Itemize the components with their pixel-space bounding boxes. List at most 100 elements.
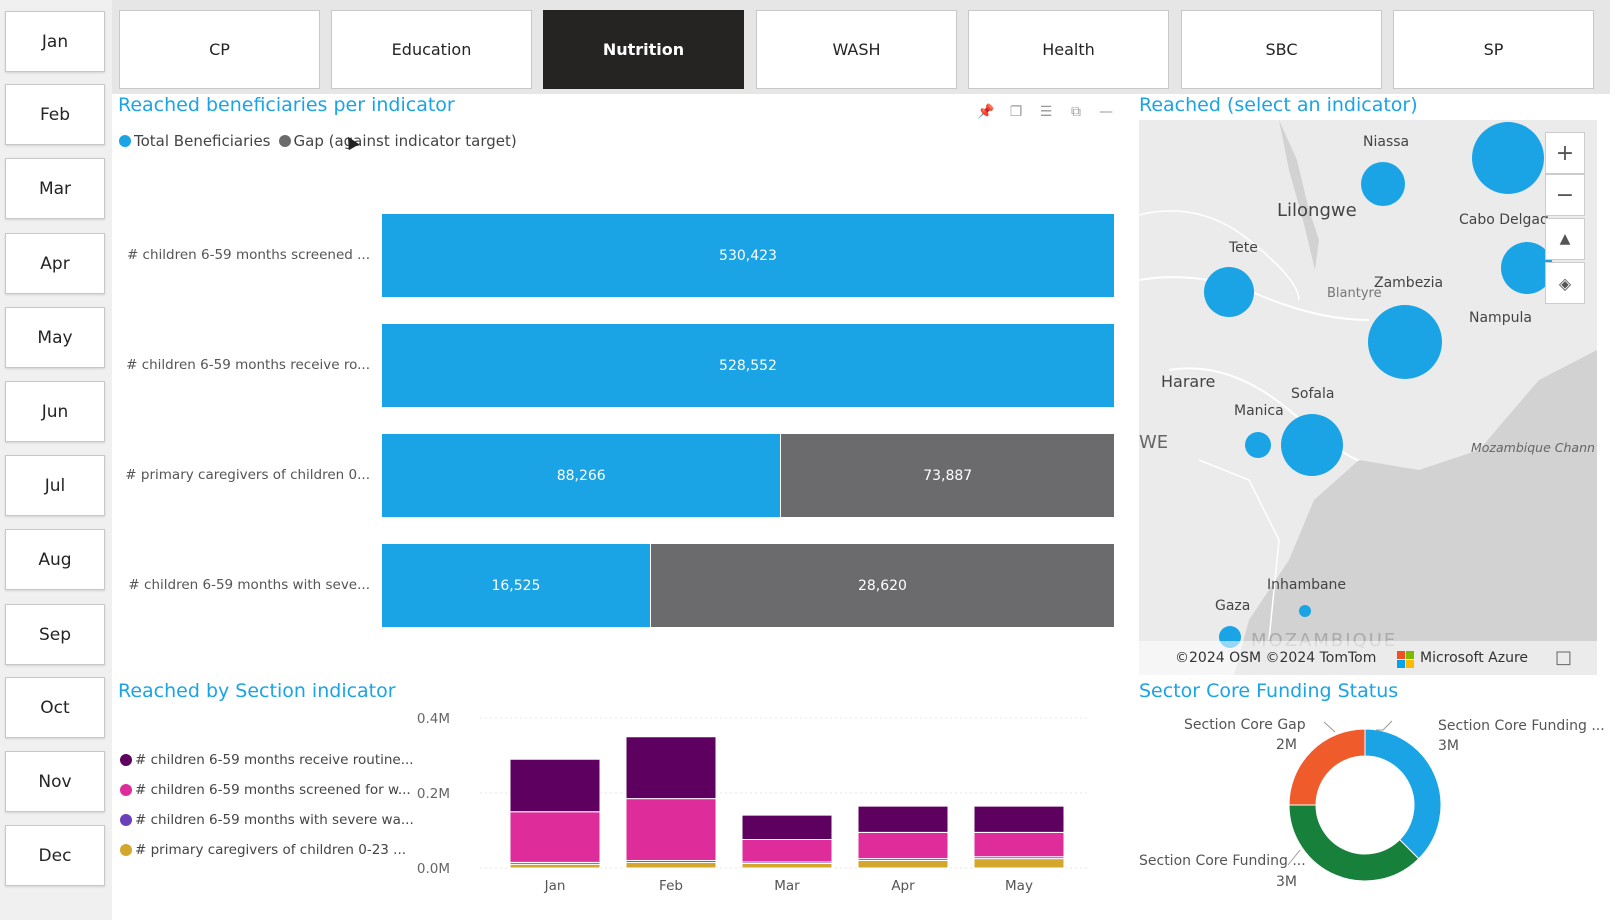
column-segment[interactable]	[857, 831, 949, 860]
filter-icon[interactable]: ☰	[1039, 104, 1053, 120]
map-label-niassa: Niassa	[1363, 134, 1410, 150]
column-segment[interactable]	[973, 805, 1065, 833]
legend-dot	[120, 814, 132, 826]
legend-dot	[120, 784, 132, 796]
map-label-nampula: Nampula	[1469, 310, 1532, 326]
map-title: Reached (select an indicator)	[1139, 94, 1418, 116]
donut-slice[interactable]	[1288, 728, 1366, 806]
tab-sp[interactable]: SP	[1393, 10, 1594, 89]
copy-icon[interactable]: ❐	[1009, 104, 1023, 120]
bar-segment-gap[interactable]: 28,620	[649, 544, 1114, 627]
map-visual[interactable]: Niassa Lilongwe Cabo Delgad Tete Zambezi…	[1139, 120, 1597, 675]
column-segment[interactable]	[973, 831, 1065, 858]
legend-dot-gap	[278, 135, 291, 147]
legend-label-total[interactable]: Total Beneficiaries	[134, 132, 271, 150]
tab-wash[interactable]: WASH	[756, 10, 957, 89]
donut-label-funding-2: Section Core Funding ...	[1139, 853, 1306, 869]
column-segment[interactable]	[509, 758, 601, 813]
column-segment[interactable]	[625, 861, 717, 869]
bar-segment-total[interactable]: 528,552	[382, 324, 1114, 407]
column-segment[interactable]	[857, 805, 949, 833]
map-label-sofala: Sofala	[1291, 386, 1335, 402]
bar-segment-total[interactable]: 530,423	[382, 214, 1114, 297]
map-label-tete: Tete	[1229, 240, 1258, 256]
month-button-oct[interactable]: Oct	[5, 677, 105, 738]
tab-nutrition[interactable]: Nutrition	[543, 10, 744, 89]
map-brand: Microsoft Azure	[1420, 650, 1529, 666]
compass-icon[interactable]: ◈	[1545, 262, 1585, 304]
legend-label: # primary caregivers of children 0-23 ..…	[135, 842, 407, 858]
month-button-feb[interactable]: Feb	[5, 84, 105, 145]
bar-segment-gap[interactable]: 73,887	[780, 434, 1114, 517]
x-tick-label: Apr	[891, 878, 915, 894]
x-tick-label: Jan	[544, 878, 566, 894]
indicator-chart-title: Reached beneficiaries per indicator	[118, 94, 455, 116]
map-bubble-tete[interactable]	[1204, 267, 1254, 317]
column-segment[interactable]	[509, 863, 601, 869]
month-button-apr[interactable]: Apr	[5, 233, 105, 294]
tab-health[interactable]: Health	[968, 10, 1169, 89]
month-button-jul[interactable]: Jul	[5, 455, 105, 516]
funding-donut-chart	[1288, 728, 1442, 882]
pin-icon[interactable]: 📌	[977, 104, 995, 120]
tab-cp[interactable]: CP	[119, 10, 320, 89]
column-segment[interactable]	[973, 858, 1065, 869]
funding-title: Sector Core Funding Status	[1139, 680, 1399, 702]
month-button-aug[interactable]: Aug	[5, 529, 105, 590]
month-button-jan[interactable]: Jan	[5, 11, 105, 72]
zoom-in-icon[interactable]: +	[1545, 132, 1585, 174]
map-bubble-cabo-delgado[interactable]	[1472, 122, 1544, 194]
map-label-harare: Harare	[1161, 372, 1216, 391]
legend-label: # children 6-59 months screened for w...	[135, 782, 411, 798]
tab-sbc[interactable]: SBC	[1181, 10, 1382, 89]
y-tick-label: 0.0M	[417, 861, 450, 877]
column-segment[interactable]	[625, 798, 717, 861]
column-segment[interactable]	[857, 860, 949, 869]
zoom-out-icon[interactable]: −	[1545, 174, 1585, 216]
donut-slice[interactable]	[1364, 728, 1442, 860]
month-button-sep[interactable]: Sep	[5, 604, 105, 665]
column-segment[interactable]	[741, 814, 833, 840]
indicator-category-label: # children 6-59 months with seve...	[128, 577, 370, 593]
month-button-may[interactable]: May	[5, 307, 105, 368]
map-bubble-sofala[interactable]	[1281, 414, 1343, 476]
legend-dot-total	[119, 135, 131, 147]
donut-value-gap: 2M	[1276, 737, 1297, 753]
section-stacked-chart: 0.4M 0.2M 0.0M Jan Feb Mar Apr May	[417, 711, 1090, 894]
legend-label-gap[interactable]: Gap (against indicator target)	[293, 132, 517, 150]
section-legend-item[interactable]: # primary caregivers of children 0-23 ..…	[120, 842, 406, 858]
map-attribution-bar	[1139, 641, 1597, 675]
month-button-dec[interactable]: Dec	[5, 825, 105, 886]
tilt-icon[interactable]: ▲	[1545, 218, 1585, 260]
map-bubble-nampula[interactable]	[1501, 242, 1553, 294]
tab-education[interactable]: Education	[331, 10, 532, 89]
map-basemap	[1139, 120, 1597, 675]
focus-mode-icon[interactable]: ⧉	[1071, 104, 1081, 120]
feedback-icon[interactable]: □	[1555, 647, 1573, 668]
donut-label-gap: Section Core Gap	[1184, 717, 1306, 733]
month-button-nov[interactable]: Nov	[5, 751, 105, 812]
x-tick-label: Feb	[659, 878, 683, 894]
section-chart-title: Reached by Section indicator	[118, 680, 396, 702]
month-button-mar[interactable]: Mar	[5, 158, 105, 219]
map-bubble-inhambane[interactable]	[1299, 605, 1311, 617]
column-segment[interactable]	[625, 736, 717, 800]
map-bubble-zambezia[interactable]	[1368, 305, 1442, 379]
map-bubble-niassa[interactable]	[1361, 162, 1405, 206]
legend-dot	[120, 754, 132, 766]
section-legend-item[interactable]: # children 6-59 months receive routine..…	[120, 752, 414, 768]
map-label-manica: Manica	[1234, 403, 1284, 419]
column-segment[interactable]	[741, 839, 833, 863]
month-button-jun[interactable]: Jun	[5, 381, 105, 442]
column-segment[interactable]	[741, 863, 833, 869]
indicator-category-label: # primary caregivers of children 0...	[125, 467, 370, 483]
more-options-icon[interactable]: —	[1099, 104, 1113, 120]
donut-slice[interactable]	[1288, 804, 1420, 882]
column-segment[interactable]	[509, 811, 601, 863]
section-legend-item[interactable]: # children 6-59 months with severe wa...	[120, 812, 414, 828]
section-legend-item[interactable]: # children 6-59 months screened for w...	[120, 782, 411, 798]
map-bubble-manica[interactable]	[1245, 432, 1271, 458]
bar-segment-total[interactable]: 88,266	[382, 434, 781, 517]
bar-segment-total[interactable]: 16,525	[382, 544, 650, 627]
